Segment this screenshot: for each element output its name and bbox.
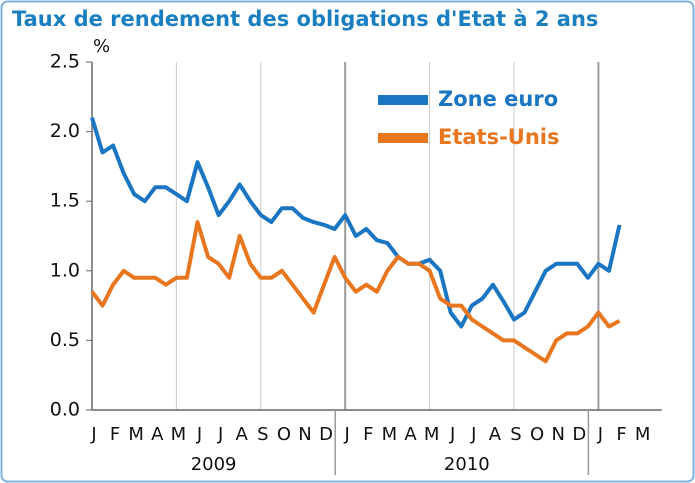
x-tick-label: S [510, 424, 521, 445]
x-tick-label: A [404, 424, 417, 445]
y-unit: % [93, 36, 110, 57]
x-tick-label: M [635, 424, 651, 445]
y-tick-label: 1.0 [50, 259, 80, 281]
x-tick-label: J [470, 424, 476, 445]
legend-label: Zone euro [438, 87, 558, 111]
x-tick-label: M [424, 424, 440, 445]
x-tick-label: F [616, 424, 626, 445]
x-tick-label: F [363, 424, 373, 445]
series-line [90, 117, 622, 329]
chart-title: Taux de rendement des obligations d'Etat… [12, 7, 598, 31]
y-tick-label: 2.0 [50, 120, 80, 142]
x-tick-label: A [489, 424, 502, 445]
x-tick-label: N [551, 424, 564, 445]
legend-label: Etats-Unis [438, 125, 560, 149]
year-label: 2009 [191, 454, 237, 475]
y-tick-label: 0.0 [50, 399, 80, 421]
x-tick-label: N [298, 424, 311, 445]
y-tick-label: 1.5 [50, 190, 80, 212]
year-label: 2010 [444, 454, 490, 475]
y-tick-label: 0.5 [50, 329, 80, 351]
x-tick-label: A [151, 424, 164, 445]
x-tick-label: D [319, 424, 333, 445]
x-tick-label: F [110, 424, 120, 445]
x-tick-label: O [530, 424, 544, 445]
y-tick-label: 2.5 [50, 51, 80, 73]
series-line [90, 220, 621, 364]
x-tick-label: S [257, 424, 268, 445]
x-tick-label: J [196, 424, 202, 445]
x-tick-label: O [277, 424, 291, 445]
x-tick-label: M [171, 424, 187, 445]
x-tick-label: J [90, 424, 96, 445]
x-tick-label: J [597, 424, 603, 445]
x-tick-label: J [344, 424, 350, 445]
x-tick-label: J [449, 424, 455, 445]
x-tick-label: A [236, 424, 249, 445]
x-tick-label: M [128, 424, 144, 445]
x-tick-label: J [217, 424, 223, 445]
x-tick-label: D [572, 424, 586, 445]
x-tick-label: M [382, 424, 398, 445]
